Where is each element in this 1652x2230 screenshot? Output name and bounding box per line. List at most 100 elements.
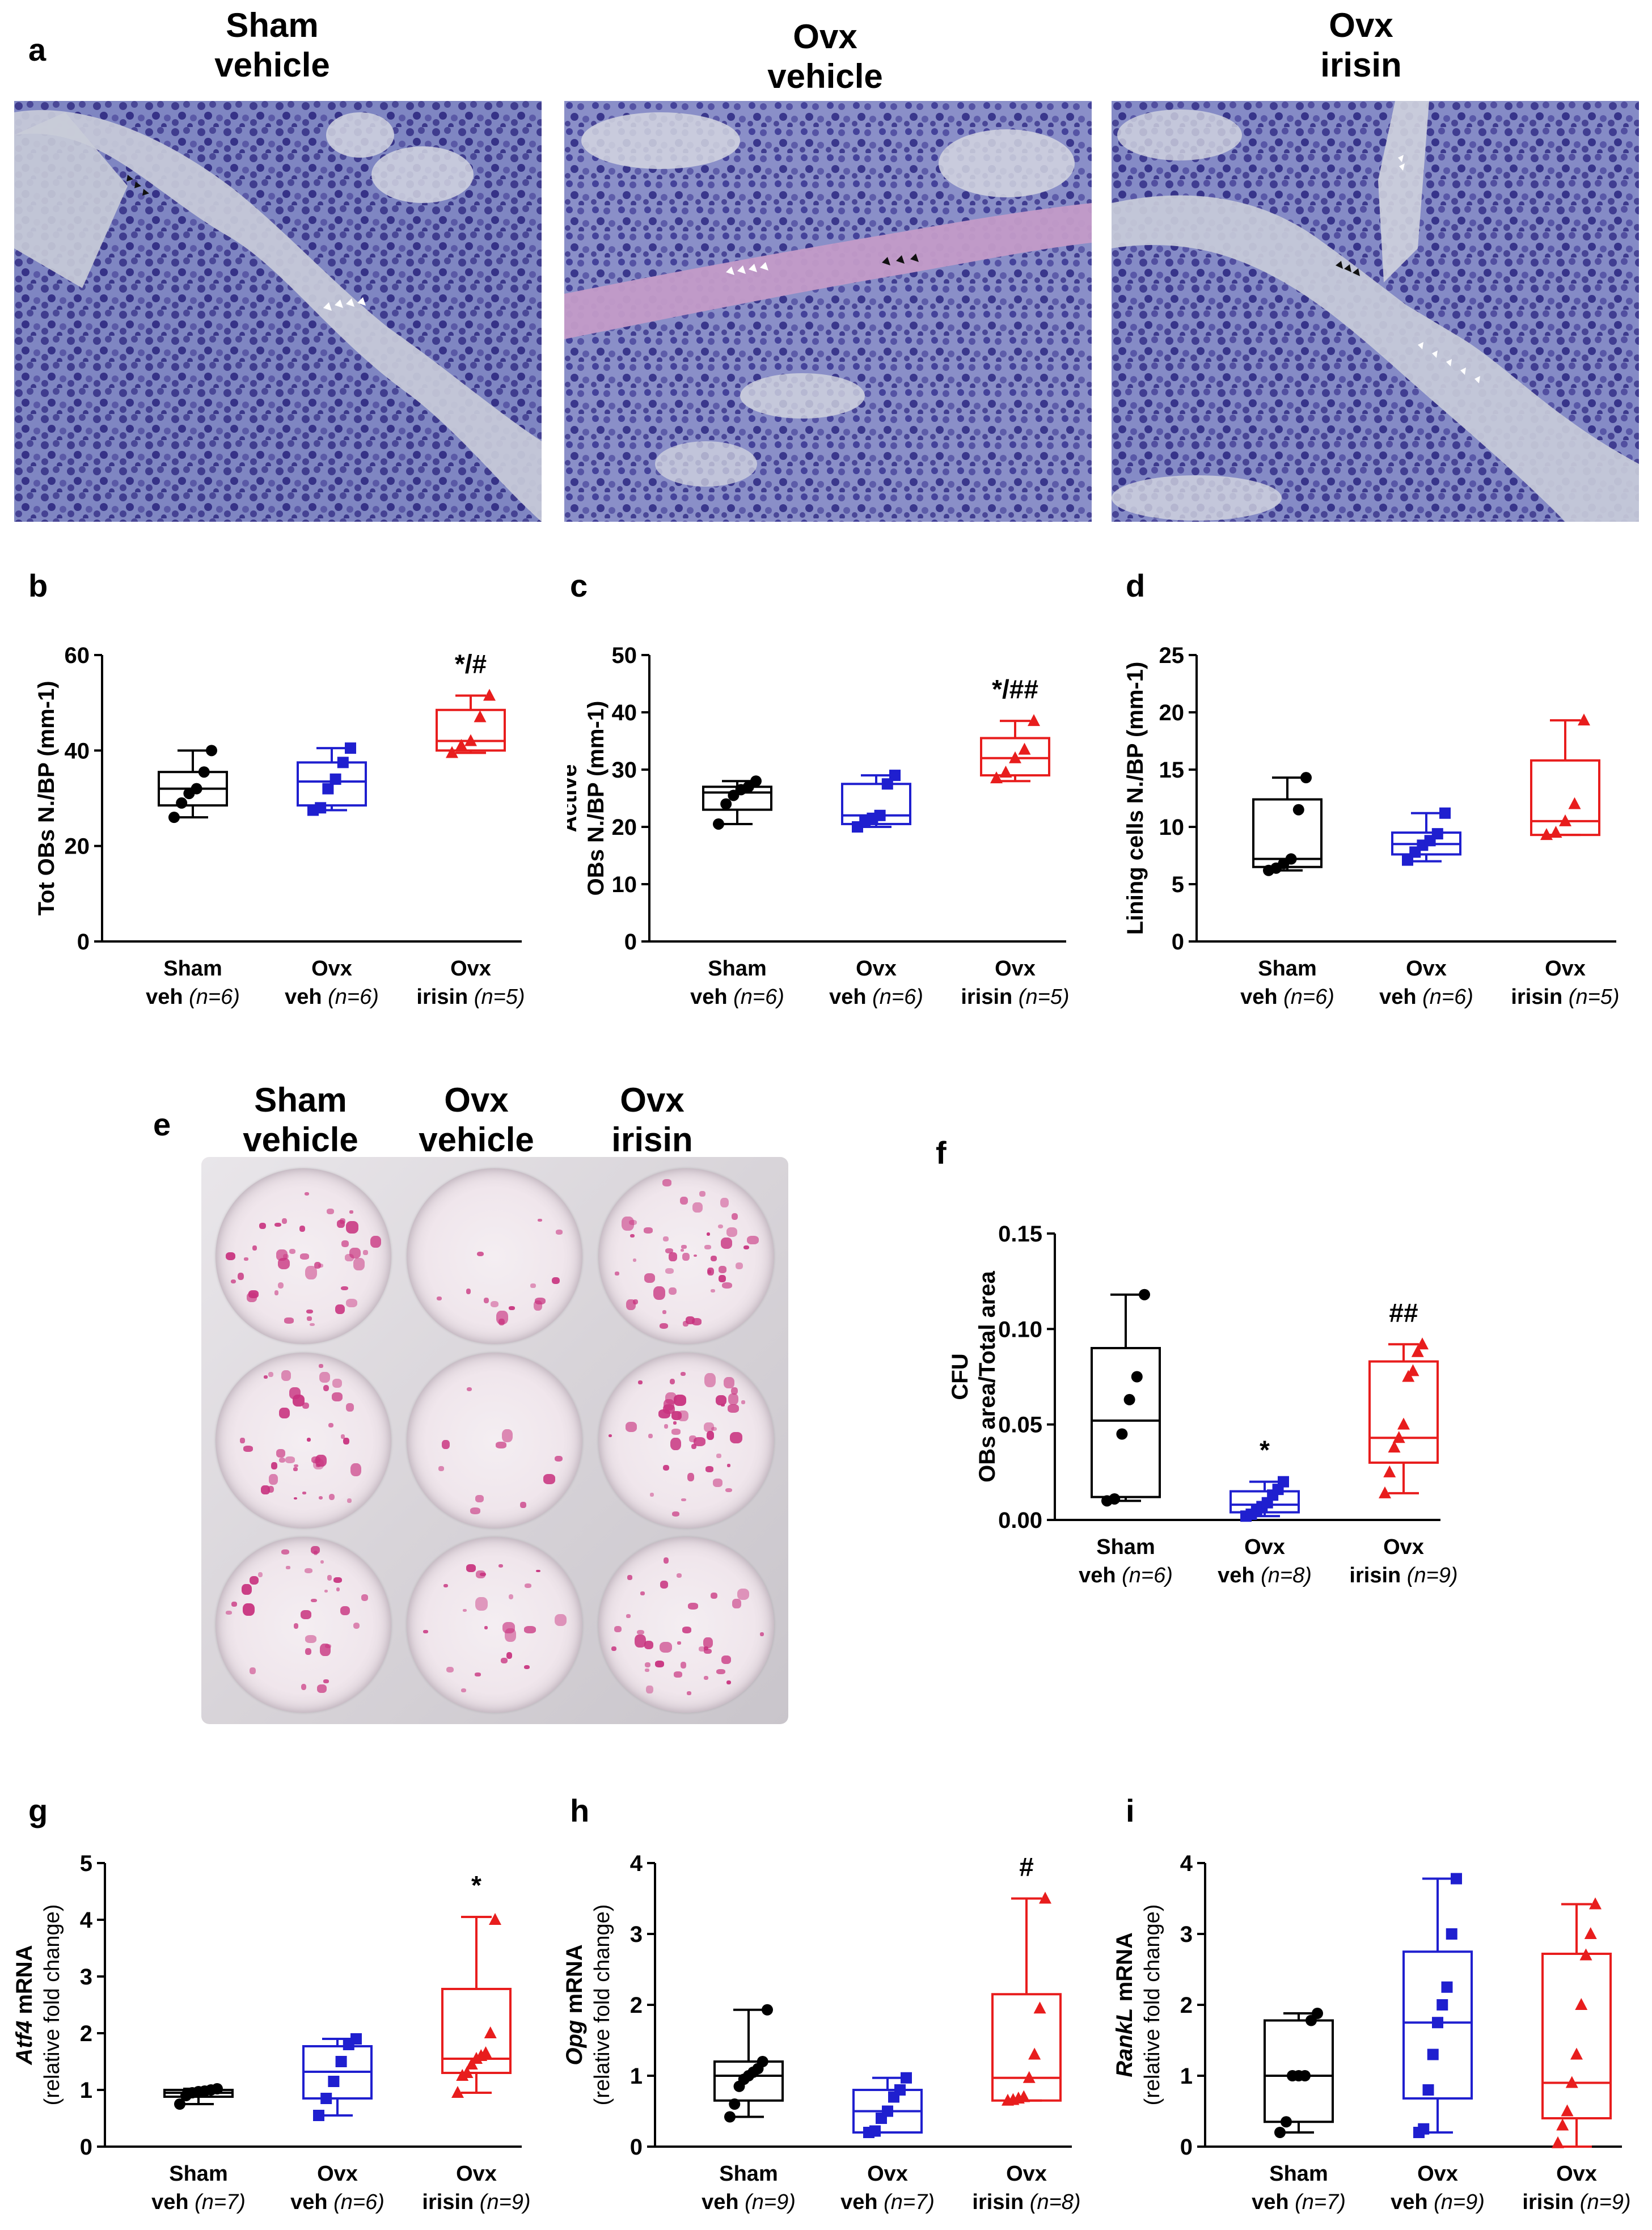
x-tick-n: (n=6) bbox=[733, 985, 784, 1009]
colony-speck bbox=[728, 1404, 739, 1413]
data-point bbox=[894, 2084, 906, 2096]
x-tick-label: irisin (n=5) bbox=[416, 985, 525, 1009]
colony-speck bbox=[286, 1566, 290, 1569]
box-group bbox=[841, 770, 911, 833]
colony-speck bbox=[490, 1300, 498, 1307]
data-point bbox=[479, 2046, 492, 2058]
colony-speck bbox=[674, 1395, 686, 1406]
x-tick-n: (n=5) bbox=[1569, 985, 1620, 1009]
colony-speck bbox=[705, 1466, 714, 1472]
x-tick-label: veh (n=6) bbox=[146, 985, 240, 1009]
data-point bbox=[1033, 2001, 1046, 2014]
y-axis-label: OBs N./BP (mm-1) bbox=[584, 701, 609, 896]
data-point bbox=[901, 2072, 912, 2084]
colony-speck bbox=[268, 1371, 273, 1378]
colony-speck bbox=[687, 1473, 695, 1481]
data-point bbox=[1579, 1948, 1592, 1961]
colony-speck bbox=[343, 1438, 350, 1445]
y-tick-label: 0 bbox=[80, 2135, 92, 2160]
x-tick-label: Sham bbox=[163, 957, 222, 981]
x-tick-n: (n=7) bbox=[195, 2190, 246, 2214]
y-tick-label: 0 bbox=[1180, 2135, 1193, 2160]
panel-label-a: a bbox=[28, 32, 47, 67]
data-point bbox=[1549, 826, 1562, 838]
data-point bbox=[1540, 828, 1553, 841]
colony-speck bbox=[627, 1575, 632, 1580]
y-tick-label: 3 bbox=[1180, 1922, 1193, 1947]
colony-speck bbox=[704, 1373, 716, 1387]
colony-speck bbox=[644, 1273, 656, 1283]
colony-speck bbox=[692, 1202, 703, 1213]
plate-title-ovx-vehicle: Ovx vehicle bbox=[419, 1081, 534, 1159]
significance-annotation: * bbox=[471, 1870, 481, 1900]
box-group bbox=[1541, 1897, 1612, 2148]
x-tick-label: irisin (n=5) bbox=[961, 985, 1069, 1009]
colony-speck bbox=[706, 1430, 715, 1440]
colony-speck bbox=[727, 1464, 731, 1467]
data-point bbox=[1028, 714, 1040, 727]
data-point bbox=[206, 745, 217, 757]
culture-well bbox=[598, 1353, 774, 1528]
culture-well bbox=[598, 1168, 774, 1344]
histology-image-sham-vehicle bbox=[14, 101, 542, 522]
x-tick-label: veh (n=7) bbox=[1252, 2190, 1346, 2214]
data-point bbox=[750, 775, 762, 787]
data-point bbox=[1312, 2008, 1323, 2019]
colony-speck bbox=[475, 1494, 484, 1502]
data-point bbox=[1416, 1337, 1429, 1350]
panel-label-f: f bbox=[936, 1135, 947, 1171]
y-axis-label: Lining cells N./BP (mm-1) bbox=[1123, 662, 1148, 935]
x-tick-group: veh bbox=[829, 985, 872, 1009]
x-tick-label: Sham bbox=[1269, 2162, 1328, 2186]
y-tick-label: 2 bbox=[1180, 1993, 1193, 2018]
colony-speck bbox=[710, 1255, 717, 1261]
box bbox=[1091, 1347, 1161, 1498]
box-group bbox=[852, 2072, 923, 2138]
colony-speck bbox=[669, 1378, 675, 1385]
colony-speck bbox=[304, 1568, 312, 1574]
x-tick-label: Ovx bbox=[1556, 2162, 1597, 2186]
colony-speck bbox=[555, 1456, 563, 1462]
colony-speck bbox=[679, 1196, 688, 1205]
x-tick-label: veh (n=6) bbox=[1240, 985, 1334, 1009]
data-point bbox=[1411, 1345, 1424, 1357]
colony-speck bbox=[345, 1298, 358, 1308]
colony-speck bbox=[538, 1218, 542, 1222]
colony-speck bbox=[293, 1467, 298, 1471]
colony-speck bbox=[710, 1289, 715, 1293]
data-point bbox=[474, 710, 487, 723]
colony-speck bbox=[736, 1262, 743, 1269]
colony-speck bbox=[665, 1268, 674, 1274]
colony-speck bbox=[300, 1253, 310, 1260]
x-tick-label: veh (n=6) bbox=[1379, 985, 1473, 1009]
x-tick-n: (n=6) bbox=[328, 985, 379, 1009]
colony-speck bbox=[332, 1392, 343, 1402]
colony-speck bbox=[318, 1264, 324, 1268]
colony-speck bbox=[475, 1597, 488, 1611]
colony-speck bbox=[225, 1611, 232, 1615]
box bbox=[841, 783, 911, 825]
colony-speck bbox=[276, 1448, 285, 1458]
colony-speck bbox=[345, 1403, 354, 1412]
x-tick-n: (n=6) bbox=[333, 2190, 385, 2214]
colony-speck bbox=[282, 1253, 289, 1260]
colony-speck bbox=[340, 1286, 348, 1291]
data-point bbox=[335, 2056, 347, 2067]
x-tick-label: Sham bbox=[1096, 1535, 1155, 1559]
colony-speck bbox=[305, 1648, 311, 1655]
box-group bbox=[1402, 1873, 1473, 2138]
x-tick-n: (n=5) bbox=[474, 985, 525, 1009]
significance-annotation: */# bbox=[455, 649, 487, 679]
colony-speck bbox=[500, 1658, 508, 1664]
data-point bbox=[1028, 2047, 1041, 2060]
colony-speck bbox=[672, 1511, 680, 1517]
colony-speck bbox=[332, 1379, 343, 1388]
culture-well bbox=[216, 1353, 391, 1528]
colony-speck bbox=[608, 1434, 612, 1438]
colony-speck bbox=[663, 1557, 669, 1564]
x-tick-label: Ovx bbox=[1417, 2162, 1458, 2186]
data-point bbox=[729, 2098, 741, 2110]
x-tick-n: (n=9) bbox=[480, 2190, 531, 2214]
x-tick-label: veh (n=6) bbox=[285, 985, 379, 1009]
colony-speck bbox=[302, 1402, 309, 1409]
